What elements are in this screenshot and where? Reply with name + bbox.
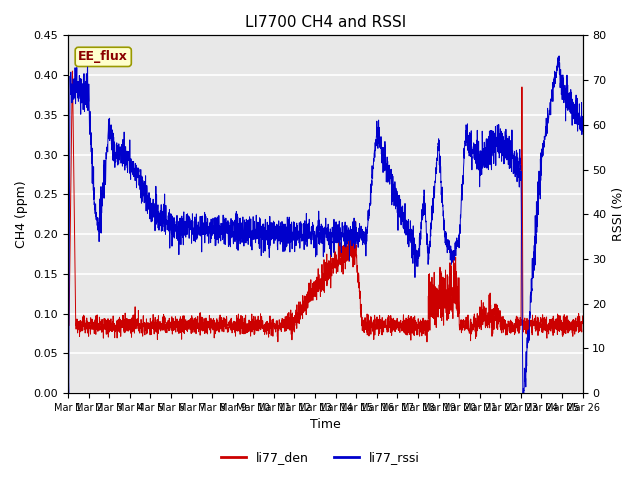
li77_rssi	[579, 128, 586, 134]
li77_rssi	[513, 164, 521, 169]
li77_den	[284, 323, 292, 328]
li77_rssi	[123, 148, 131, 154]
li77_den	[123, 315, 131, 321]
Text: EE_flux: EE_flux	[78, 50, 128, 63]
li77_rssi	[284, 235, 292, 241]
li77_den	[513, 328, 521, 334]
Y-axis label: RSSI (%): RSSI (%)	[612, 187, 625, 241]
li77_rssi	[64, 107, 72, 113]
li77_rssi	[262, 231, 269, 237]
li77_den	[423, 339, 431, 345]
X-axis label: Time: Time	[310, 419, 340, 432]
li77_rssi	[65, 390, 72, 396]
li77_rssi	[569, 103, 577, 108]
li77_den	[154, 337, 161, 343]
li77_den	[569, 334, 577, 339]
li77_den	[579, 313, 586, 319]
li77_rssi	[154, 213, 161, 218]
li77_den	[262, 320, 269, 325]
li77_den	[64, 323, 72, 328]
Line: li77_rssi: li77_rssi	[68, 56, 582, 393]
li77_den	[68, 68, 76, 74]
Legend: li77_den, li77_rssi: li77_den, li77_rssi	[216, 446, 424, 469]
Line: li77_den: li77_den	[68, 71, 582, 342]
Title: LI7700 CH4 and RSSI: LI7700 CH4 and RSSI	[244, 15, 406, 30]
li77_rssi	[556, 53, 563, 59]
Y-axis label: CH4 (ppm): CH4 (ppm)	[15, 180, 28, 248]
